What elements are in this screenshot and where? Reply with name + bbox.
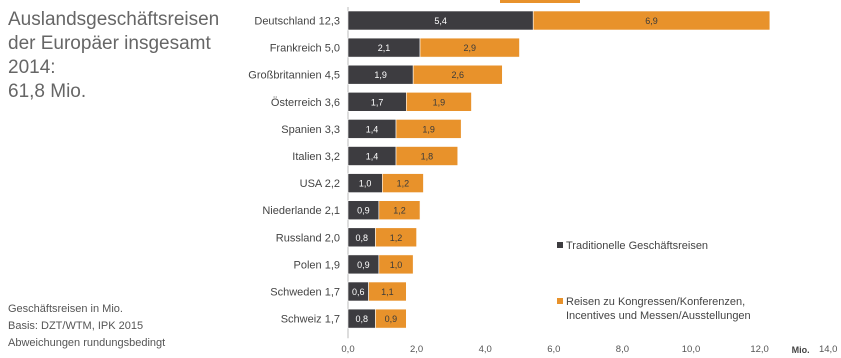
legend-swatch-traditional: [557, 242, 563, 248]
bar-segment: [375, 308, 407, 329]
x-tick-label: 12,0: [750, 344, 769, 355]
data-label: 6,9: [645, 16, 658, 26]
bar-segment: [378, 200, 421, 220]
data-label: 1,2: [397, 179, 410, 189]
legend-label-traditional: Traditionelle Geschäftsreisen: [566, 240, 709, 252]
category-label: Frankreich 5,0: [270, 43, 340, 55]
legend-events: Reisen zu Kongressen/Konferenzen, Incent…: [557, 295, 751, 323]
bar-segment: [375, 227, 417, 248]
bar-segment: [406, 92, 472, 112]
bar-segment: [412, 64, 503, 85]
legend-label-events-line-2: Incentives und Messen/Ausstellungen: [566, 310, 751, 322]
data-label: 0,6: [352, 287, 365, 297]
data-label: 2,9: [464, 43, 477, 53]
bar-segment: [368, 281, 407, 302]
x-axis-unit: Mio.: [792, 345, 810, 355]
category-label: Schweiz 1,7: [281, 314, 340, 326]
category-label: Russland 2,0: [276, 232, 340, 244]
bar-segment: [395, 146, 459, 166]
category-label: Italien 3,2: [292, 151, 340, 163]
category-label: Deutschland 12,3: [254, 16, 340, 28]
data-label: 0,8: [355, 233, 368, 243]
footnote-line-3: Abweichungen rundungsbedingt: [8, 337, 166, 349]
data-label: 1,9: [433, 97, 446, 107]
bar-segment: [395, 119, 462, 139]
chart-footnote: Geschäftsreisen in Mio. Basis: DZT/WTM, …: [8, 301, 165, 352]
bar-segment: [381, 173, 424, 193]
data-label: 1,8: [421, 152, 434, 162]
data-label: 0,9: [357, 260, 370, 270]
category-label: Österreich 3,6: [271, 97, 340, 109]
data-label: 0,9: [357, 206, 370, 216]
headline-line-3: 2014:: [8, 57, 56, 78]
data-label: 1,0: [359, 179, 372, 189]
x-tick-label: 6,0: [547, 344, 560, 355]
footnote-line-1: Geschäftsreisen in Mio.: [8, 303, 123, 315]
category-label: Schweden 1,7: [270, 287, 340, 299]
data-label: 1,4: [366, 124, 379, 134]
bar-segment: [419, 37, 520, 58]
category-label: Niederlande 2,1: [262, 205, 340, 217]
legend-traditional: Traditionelle Geschäftsreisen: [557, 239, 708, 253]
data-label: 1,0: [390, 260, 403, 270]
data-label: 1,9: [374, 70, 387, 80]
headline-line-4: 61,8 Mio.: [8, 81, 87, 102]
x-tick-label: 10,0: [682, 344, 701, 355]
headline-line-1: Auslandsgeschäftsreisen: [8, 9, 220, 30]
data-label: 0,8: [355, 314, 368, 324]
category-label: Großbritannien 4,5: [248, 70, 340, 82]
data-label: 1,4: [366, 152, 379, 162]
headline-line-2: der Europäer insgesamt: [8, 33, 211, 54]
x-tick-label: 2,0: [410, 344, 423, 355]
x-tick-label: 8,0: [616, 344, 629, 355]
header-accent-bar: [500, 0, 580, 3]
data-label: 2,1: [378, 43, 391, 53]
category-label: Spanien 3,3: [281, 124, 340, 136]
x-tick-label: 14,0: [819, 344, 838, 355]
footnote-line-2: Basis: DZT/WTM, IPK 2015: [8, 320, 144, 332]
data-label: 5,4: [434, 16, 447, 26]
category-label: Polen 1,9: [294, 259, 340, 271]
data-label: 0,9: [385, 314, 398, 324]
data-label: 1,1: [381, 287, 394, 297]
data-label: 1,2: [393, 206, 406, 216]
x-tick-label: 0,0: [341, 344, 354, 355]
bar-segment: [532, 10, 771, 31]
legend-swatch-events: [557, 298, 563, 304]
data-label: 1,9: [422, 124, 435, 134]
legend-label-events-line-1: Reisen zu Kongressen/Konferenzen,: [566, 296, 746, 308]
data-label: 1,7: [371, 97, 384, 107]
data-label: 1,2: [390, 233, 403, 243]
x-tick-label: 4,0: [479, 344, 492, 355]
bar-segment: [378, 254, 414, 275]
chart-headline: Auslandsgeschäftsreisen der Europäer ins…: [8, 8, 228, 104]
category-label: USA 2,2: [300, 178, 340, 190]
data-label: 2,6: [452, 70, 465, 80]
